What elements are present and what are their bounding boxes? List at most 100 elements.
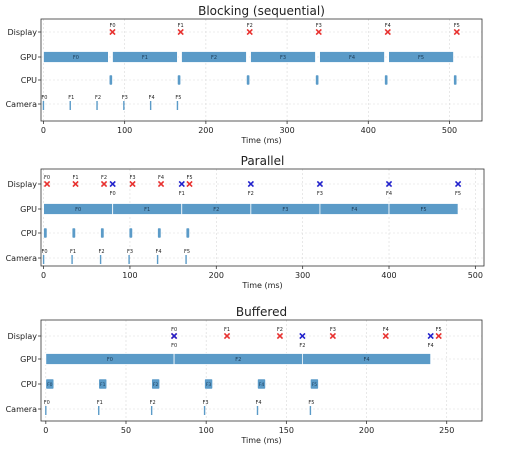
display-red-marker: [223, 332, 231, 340]
gpu-bar-label: F4: [351, 207, 357, 213]
display-blue-label: F3: [317, 191, 323, 197]
display-red-marker-stroke-b: [246, 28, 253, 36]
display-blue-marker: [170, 332, 178, 340]
camera-frame-label: F2: [150, 400, 156, 406]
display-red-marker: [246, 28, 253, 36]
y-tick-label: GPU: [20, 355, 37, 364]
camera-frame-label: F0: [42, 249, 48, 255]
display-red-marker-stroke-b: [109, 28, 116, 36]
gpu-bar-label: F0: [107, 357, 113, 363]
x-tick-label: 150: [279, 426, 294, 435]
display-red-marker-stroke-b: [315, 28, 322, 36]
camera-frame-label: F0: [41, 95, 47, 101]
display-blue-marker: [247, 180, 255, 188]
gpu-bar: [250, 51, 316, 63]
cpu-bar: [128, 227, 133, 239]
gpu-bar: [181, 51, 247, 63]
cpu-bar: [151, 378, 160, 390]
gpu-bar-label: F2: [235, 357, 241, 363]
cpu-bar: [71, 227, 76, 239]
gpu-bar-label: F0: [75, 207, 81, 213]
display-red-marker: [382, 332, 389, 340]
display-red-marker-stroke-b: [100, 180, 108, 188]
display-red-label: F1: [224, 327, 230, 333]
x-tick-label: 400: [361, 126, 376, 135]
display-red-marker: [43, 180, 51, 188]
x-tick-label: 200: [198, 126, 213, 135]
gpu-bar: [388, 203, 459, 215]
x-tick-label: 300: [295, 271, 310, 280]
display-red-label: F3: [316, 23, 322, 29]
panel-title: Buffered: [236, 305, 287, 319]
camera-frame-label: F5: [184, 249, 190, 255]
gpu-bar-label: F1: [142, 55, 148, 61]
display-red-marker: [177, 28, 184, 36]
cpu-bar: [315, 74, 320, 86]
camera-frame-label: F1: [68, 95, 74, 101]
y-tick-label: Display: [8, 28, 38, 37]
cpu-bar-label: F0: [47, 382, 53, 388]
x-tick-label: 400: [381, 271, 396, 280]
camera-frame-label: F0: [44, 400, 50, 406]
display-red-label: F0: [44, 175, 50, 181]
x-tick-label: 500: [468, 271, 483, 280]
display-red-marker: [453, 28, 460, 36]
y-tick-label: GPU: [20, 205, 37, 214]
display-red-label: F2: [277, 327, 283, 333]
display-red-marker: [72, 180, 79, 188]
camera-frame-label: F2: [95, 95, 101, 101]
x-tick-label: 0: [41, 126, 46, 135]
display-blue-label: F0: [171, 343, 177, 349]
gpu-bar-label: F2: [213, 207, 219, 213]
display-blue-marker-stroke-b: [170, 332, 178, 340]
camera-frame-label: F1: [70, 249, 76, 255]
panel-0: Blocking (sequential) Display GPU CPU Camera…: [6, 4, 483, 145]
display-blue-marker: [454, 180, 462, 188]
cpu-bar: [43, 227, 48, 239]
gpu-bar-label: F1: [144, 207, 150, 213]
y-tick-label: Camera: [6, 100, 37, 109]
display-red-marker-stroke-b: [435, 332, 442, 340]
display-red-marker-stroke-b: [329, 332, 337, 340]
panel-1: Parallel Display GPU CPU Camera 0 100 200 300 400…: [6, 154, 485, 290]
camera-frame-label: F4: [156, 249, 162, 255]
cpu-bar: [98, 378, 108, 390]
cpu-bar: [157, 227, 162, 239]
camera-frame-label: F3: [203, 400, 209, 406]
display-red-label: F0: [171, 327, 177, 333]
display-red-marker: [109, 28, 116, 36]
cpu-bar-label: F4: [259, 382, 265, 388]
display-blue-label: F5: [455, 191, 461, 197]
plot-frame: [40, 319, 483, 422]
display-blue-marker-stroke-b: [427, 332, 434, 340]
display-red-label: F5: [186, 175, 192, 181]
cpu-bar: [453, 74, 458, 86]
display-blue-label: F2: [299, 343, 305, 349]
display-red-marker-stroke-b: [157, 180, 165, 188]
display-red-marker-stroke-b: [177, 28, 184, 36]
gpu-bar-label: F3: [282, 207, 288, 213]
display-red-marker-stroke-b: [276, 332, 284, 340]
cpu-bar: [246, 74, 251, 86]
cpu-bar: [257, 378, 266, 390]
camera-frame-label: F3: [122, 95, 128, 101]
plot-frame: [40, 18, 483, 122]
x-axis-label: Time (ms): [240, 436, 281, 445]
cpu-bar-label: F1: [100, 382, 106, 388]
display-red-label: F1: [73, 175, 79, 181]
display-red-marker: [186, 180, 193, 188]
display-red-label: F3: [330, 327, 336, 333]
gpu-bar: [319, 51, 385, 63]
camera-frame-label: F5: [308, 400, 314, 406]
display-red-label: F2: [101, 175, 107, 181]
cpu-bar-label: F5: [312, 382, 318, 388]
display-red-marker-stroke-b: [43, 180, 51, 188]
display-blue-marker: [178, 180, 185, 188]
display-blue-marker-stroke-b: [109, 180, 116, 188]
display-red-marker: [100, 180, 108, 188]
plot-frame: [40, 168, 485, 267]
display-blue-marker-stroke-b: [247, 180, 255, 188]
camera-frame-label: F5: [175, 95, 181, 101]
x-tick-label: 300: [279, 126, 294, 135]
